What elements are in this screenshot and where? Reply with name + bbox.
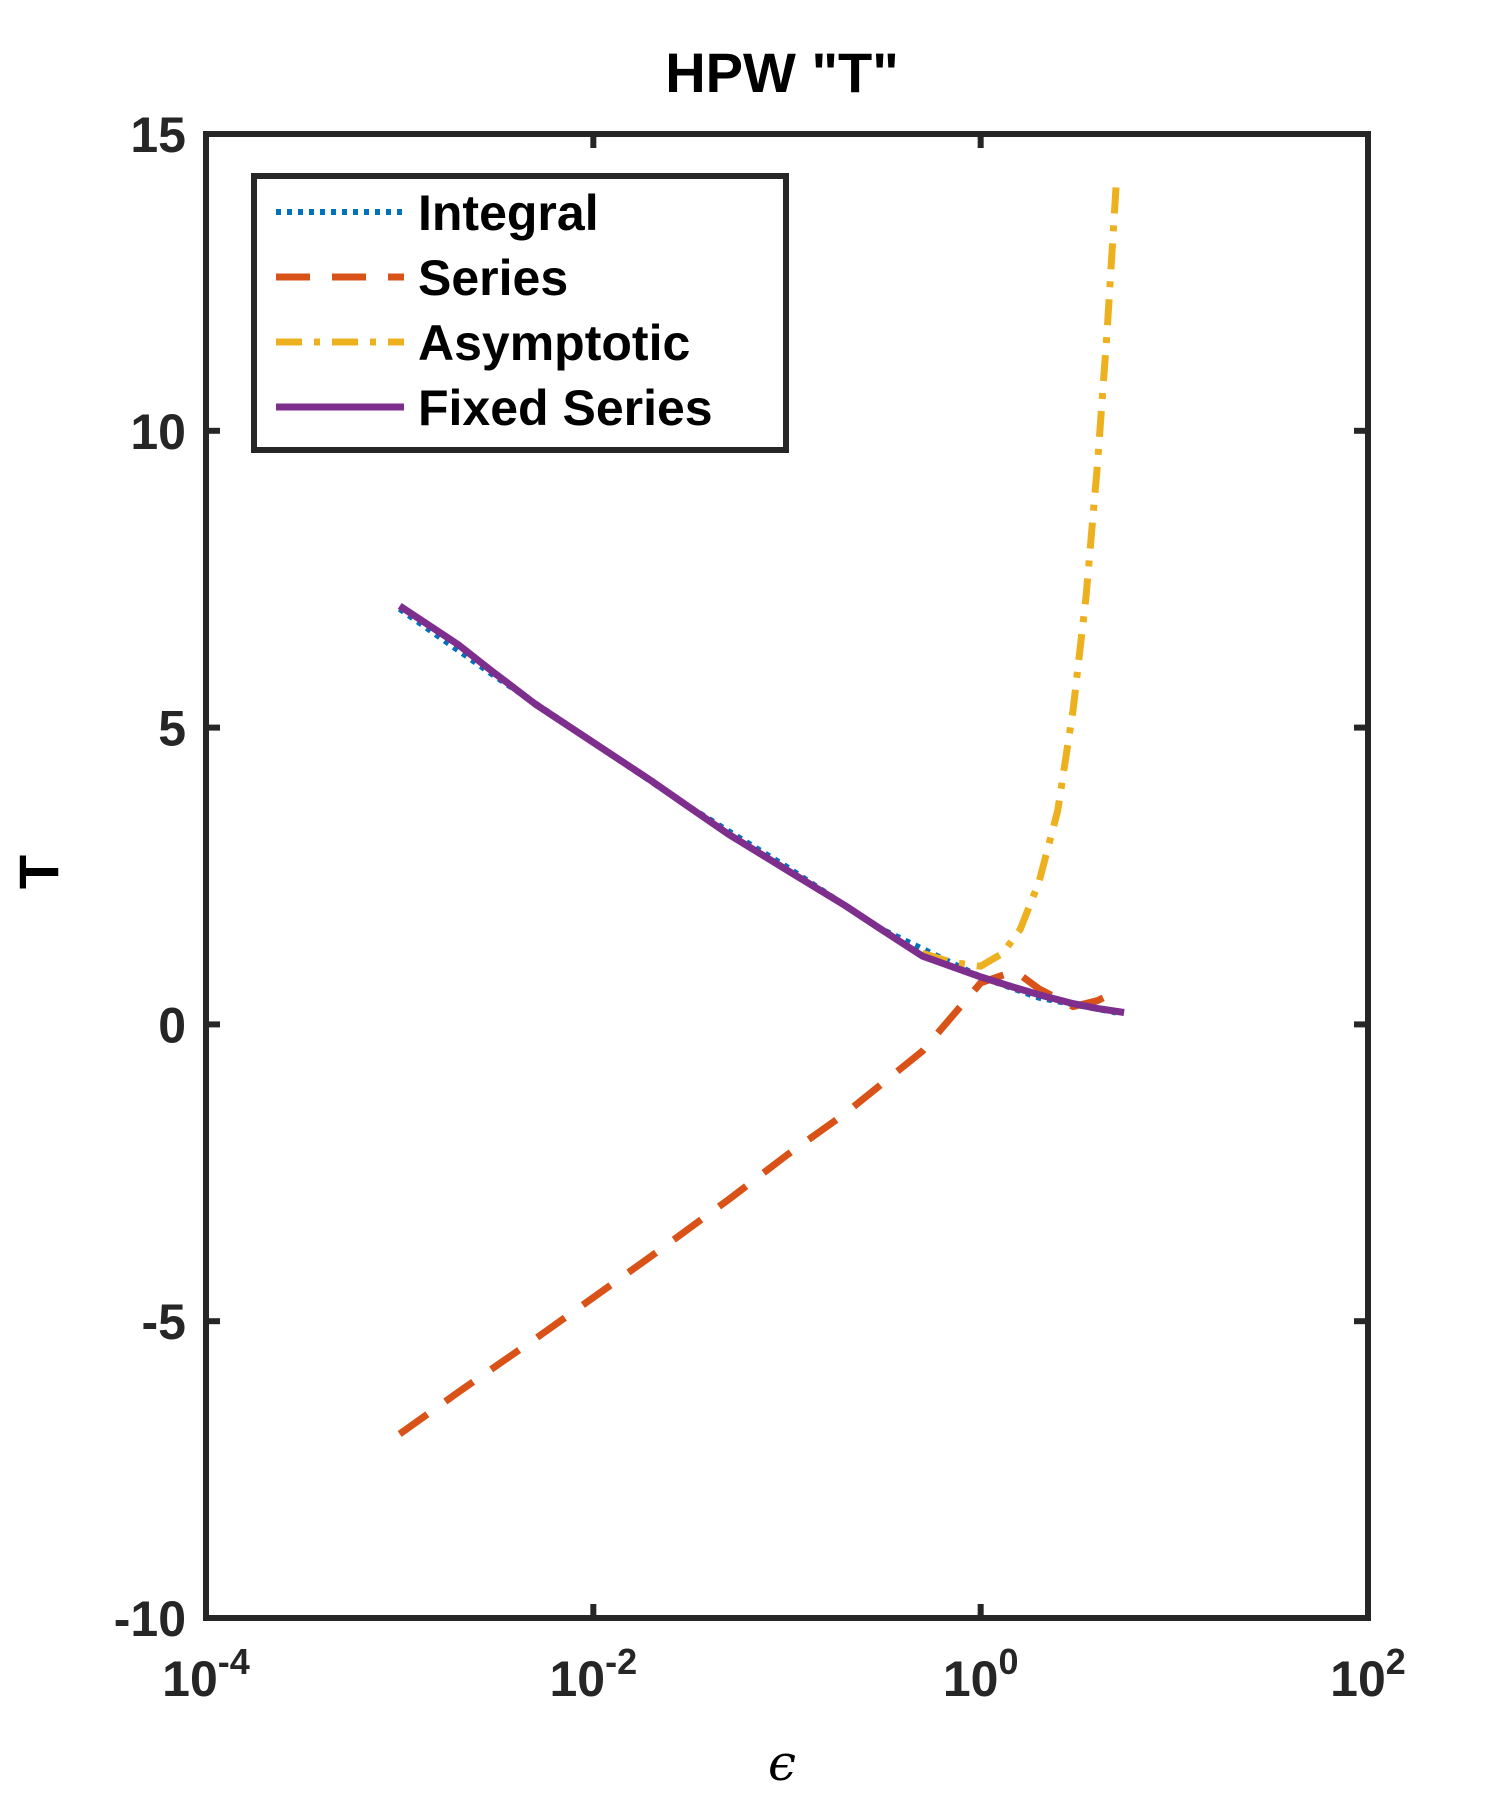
x-tick-label: 102 [1330,1641,1406,1707]
x-tick-label: 10-2 [550,1641,638,1707]
legend-label-integral: Integral [418,185,599,241]
y-axis-label: T [7,855,70,889]
x-tick-label: 10-4 [162,1641,250,1707]
y-tick-label: 15 [130,107,186,163]
legend-label-series: Series [418,250,568,306]
y-tick-label: 0 [158,997,186,1053]
y-tick-label: -10 [114,1591,186,1647]
y-tick-label: 10 [130,404,186,460]
axes-frame [203,131,1371,1621]
series-line-series [397,967,1118,1437]
series-line-fixed-series [397,602,1125,1016]
x-axis-label: ϵ [768,1734,796,1792]
legend-label-asymptotic: Asymptotic [418,315,690,371]
y-tick-label: -5 [142,1294,186,1350]
x-tick-label: 100 [943,1641,1019,1707]
y-tick-label: 5 [158,701,186,757]
chart-title: HPW "T" [665,41,899,104]
legend-label-fixed-series: Fixed Series [418,380,713,436]
plot-area: -10 -5 0 5 10 15 10-4 10-2 100 102 Integral Series A… [114,107,1406,1707]
